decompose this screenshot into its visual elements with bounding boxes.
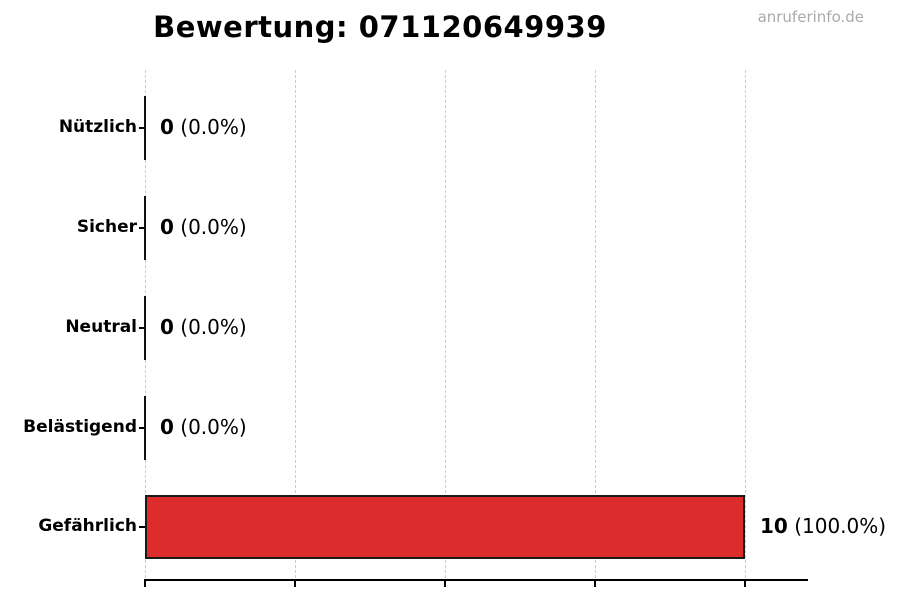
chart-title: Bewertung: 071120649939 (153, 10, 607, 44)
value-label: 0 (0.0%) (160, 115, 247, 139)
value-percentage: (100.0%) (787, 514, 887, 538)
x-axis-tick (144, 581, 146, 587)
value-label: 0 (0.0%) (160, 215, 247, 239)
bar (144, 96, 146, 160)
gridline (295, 70, 296, 578)
x-axis-tick (444, 581, 446, 587)
category-label: Neutral (65, 317, 137, 337)
value-label: 0 (0.0%) (160, 315, 247, 339)
value-percentage: (0.0%) (173, 115, 247, 139)
bar (144, 396, 146, 460)
x-axis-line (144, 579, 808, 581)
watermark-text: anruferinfo.de (757, 8, 864, 26)
bar (144, 196, 146, 260)
value-count: 0 (160, 415, 174, 439)
value-percentage: (0.0%) (173, 415, 247, 439)
x-axis-tick (294, 581, 296, 587)
value-count: 0 (160, 215, 174, 239)
value-count: 0 (160, 115, 174, 139)
value-count: 10 (760, 514, 788, 538)
value-label: 10 (100.0%) (760, 514, 886, 538)
x-axis-tick (594, 581, 596, 587)
y-axis-tick (139, 427, 146, 429)
bar (144, 296, 146, 360)
value-percentage: (0.0%) (173, 215, 247, 239)
y-axis-tick (139, 227, 146, 229)
bar (145, 495, 745, 559)
value-count: 0 (160, 315, 174, 339)
y-axis-tick (139, 127, 146, 129)
value-percentage: (0.0%) (173, 315, 247, 339)
y-axis-tick (139, 526, 146, 528)
gridline (595, 70, 596, 578)
category-label: Nützlich (58, 117, 137, 137)
value-label: 0 (0.0%) (160, 415, 247, 439)
category-label: Gefährlich (38, 516, 137, 536)
x-axis-tick (744, 581, 746, 587)
category-label: Sicher (76, 217, 137, 237)
y-axis-tick (139, 327, 146, 329)
category-label: Belästigend (23, 417, 137, 437)
gridline (445, 70, 446, 578)
gridline (745, 70, 746, 578)
